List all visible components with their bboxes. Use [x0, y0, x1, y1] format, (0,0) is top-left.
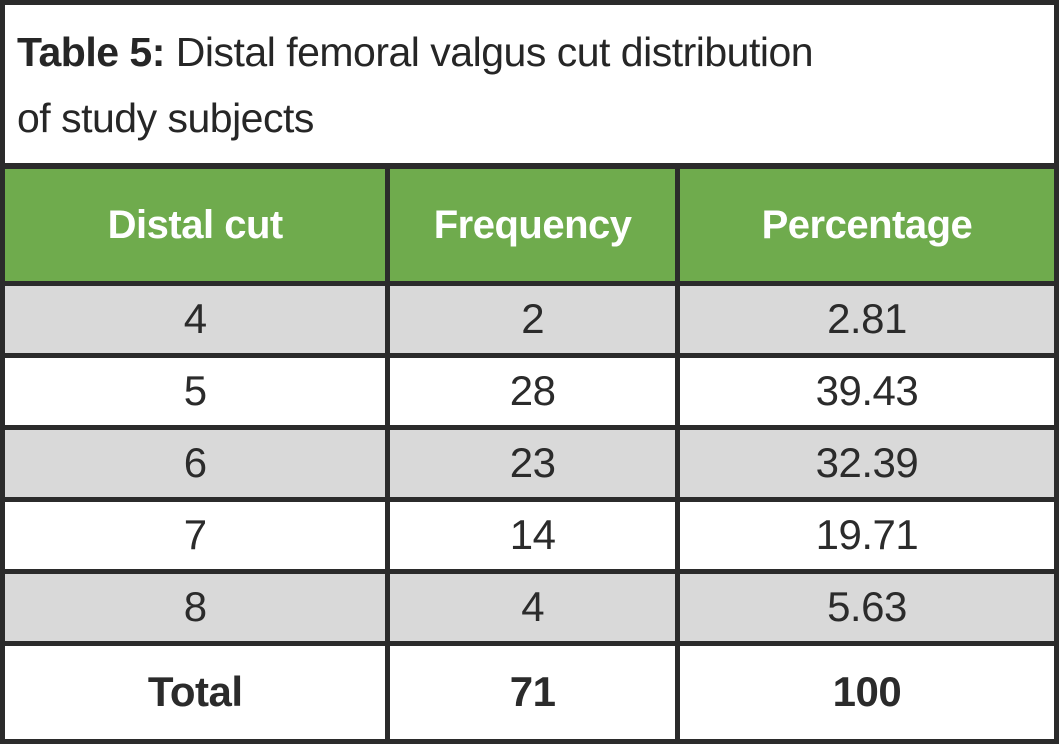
caption-text: Distal femoral valgus cut distribution [164, 29, 814, 75]
cell-frequency: 4 [385, 568, 680, 646]
cell-percentage: 5.63 [674, 568, 1054, 646]
table-caption: Table 5: Distal femoral valgus cut distr… [5, 5, 1054, 169]
cell-frequency: 2 [385, 281, 680, 358]
cell-percentage: 39.43 [674, 352, 1054, 430]
cell-total-label: Total [5, 640, 391, 739]
table-row: 5 28 39.43 [5, 352, 1054, 430]
cell-frequency: 14 [385, 496, 680, 574]
cell-percentage: 2.81 [674, 281, 1054, 358]
col-header-frequency: Frequency [385, 169, 680, 286]
cell-distal-cut: 5 [5, 352, 391, 430]
cell-frequency: 28 [385, 352, 680, 430]
cell-total-percentage: 100 [674, 640, 1054, 739]
cell-percentage: 32.39 [674, 424, 1054, 502]
table-row: 4 2 2.81 [5, 281, 1054, 358]
distal-cut-table: Distal cut Frequency Percentage 4 2 2.81… [5, 169, 1054, 739]
cell-distal-cut: 7 [5, 496, 391, 574]
caption-line-1: Table 5: Distal femoral valgus cut distr… [17, 19, 1040, 85]
cell-distal-cut: 8 [5, 568, 391, 646]
col-header-distal-cut: Distal cut [5, 169, 391, 286]
cell-frequency: 23 [385, 424, 680, 502]
table-number-label: Table 5: [17, 29, 165, 75]
cell-distal-cut: 4 [5, 281, 391, 358]
total-row: Total 71 100 [5, 640, 1054, 739]
table-row: 8 4 5.63 [5, 568, 1054, 646]
caption-line-2: of study subjects [17, 95, 314, 141]
header-row: Distal cut Frequency Percentage [5, 169, 1054, 286]
table-row: 7 14 19.71 [5, 496, 1054, 574]
cell-distal-cut: 6 [5, 424, 391, 502]
table-row: 6 23 32.39 [5, 424, 1054, 502]
col-header-percentage: Percentage [674, 169, 1054, 286]
cell-total-frequency: 71 [385, 640, 680, 739]
cell-percentage: 19.71 [674, 496, 1054, 574]
